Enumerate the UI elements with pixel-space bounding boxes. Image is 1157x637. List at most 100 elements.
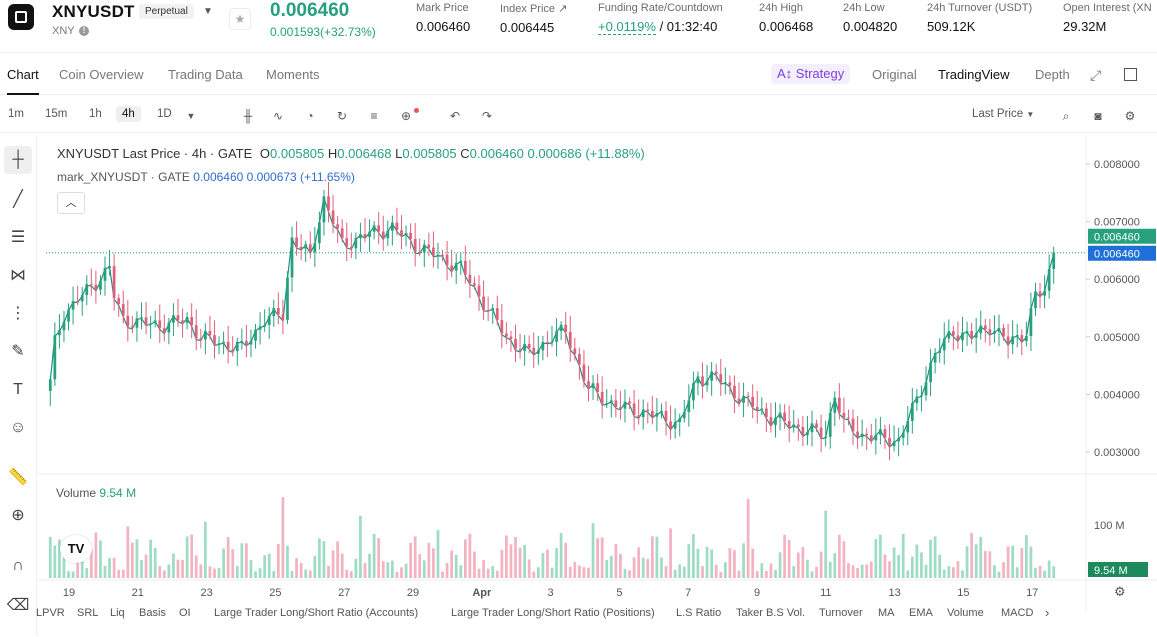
search-icon[interactable]: ⌕ xyxy=(1062,109,1070,123)
stat-value: 0.006445 xyxy=(500,20,555,35)
symbol-dropdown-icon[interactable]: ▼ xyxy=(203,6,213,17)
volume-bar xyxy=(62,554,66,578)
candle-body xyxy=(897,437,901,442)
zoom-in-icon[interactable]: ⊕ xyxy=(11,507,25,524)
exchange-logo-icon[interactable] xyxy=(8,4,34,30)
expand-icon[interactable]: ⤢ xyxy=(1090,67,1102,83)
indicator-oi[interactable]: OI xyxy=(179,607,191,619)
price-source-select[interactable]: Last Price ▼ xyxy=(972,108,1034,120)
price-chart[interactable]: 0.008000 0.007000 0.006000 0.005000 0.004000… xyxy=(37,136,1157,612)
favorite-star-icon[interactable]: ★ xyxy=(229,8,251,30)
undo-icon[interactable]: ↶ xyxy=(449,109,461,123)
tab-moments[interactable]: Moments xyxy=(266,67,320,82)
settings-gear-icon[interactable]: ⚙ xyxy=(1124,109,1136,123)
timeframe-4h[interactable]: 4h xyxy=(116,106,141,122)
indicator-ls-positions[interactable]: Large Trader Long/Short Ratio (Positions… xyxy=(451,607,655,619)
replay-icon[interactable]: ↻ xyxy=(336,109,348,123)
indicator-taker-vol[interactable]: Taker B.S Vol. xyxy=(736,607,806,619)
ruler-icon[interactable]: 📏 xyxy=(8,469,28,486)
candle-body xyxy=(62,321,66,331)
volume-bar xyxy=(71,571,75,578)
volume-bar xyxy=(404,563,408,578)
candle-body xyxy=(810,423,814,433)
stat-mark-price: Mark Price 0.006460 xyxy=(416,2,470,34)
candle-body xyxy=(71,301,75,310)
redo-icon[interactable]: ↷ xyxy=(481,109,493,123)
add-plus-icon[interactable]: ⊕ xyxy=(400,109,412,123)
indicator-srl[interactable]: SRL xyxy=(77,607,99,619)
indicator-macd[interactable]: MACD xyxy=(1001,607,1034,619)
view-tradingview[interactable]: TradingView xyxy=(938,67,1010,82)
crosshair-icon[interactable]: ┼ xyxy=(4,146,32,174)
alert-icon[interactable]: ◔ xyxy=(306,109,314,123)
tab-chart[interactable]: Chart xyxy=(7,67,39,95)
volume-bar xyxy=(523,544,527,578)
candle-body xyxy=(842,412,846,418)
tradingview-logo-icon[interactable]: TV xyxy=(60,535,92,563)
view-original[interactable]: Original xyxy=(872,67,917,82)
timeframe-1m[interactable]: 1m xyxy=(8,108,24,120)
eraser-icon[interactable]: ⌫ xyxy=(6,597,30,614)
fib-icon[interactable]: ⋮ xyxy=(10,305,26,322)
horizontal-lines-icon[interactable]: ☰ xyxy=(10,229,26,246)
volume-bar xyxy=(386,562,390,578)
indicators-icon[interactable]: ∿ xyxy=(272,109,284,123)
collapse-legend-button[interactable]: ︿ xyxy=(57,192,85,214)
candle-type-icon[interactable]: ╫ xyxy=(243,109,253,123)
trendline-icon[interactable]: ╱ xyxy=(13,191,23,208)
candle-body xyxy=(947,331,951,339)
indicator-liq[interactable]: Liq xyxy=(110,607,125,619)
candle-body xyxy=(910,403,914,421)
indicator-ls-accounts[interactable]: Large Trader Long/Short Ratio (Accounts) xyxy=(214,607,419,619)
indicator-ls-ratio[interactable]: L.S Ratio xyxy=(676,607,722,619)
timeframe-1h[interactable]: 1h xyxy=(89,108,102,120)
tab-trading-data[interactable]: Trading Data xyxy=(168,67,243,82)
chevron-right-icon[interactable]: › xyxy=(1045,605,1050,620)
timeframe-15m[interactable]: 15m xyxy=(45,108,68,120)
tab-coin-overview[interactable]: Coin Overview xyxy=(59,67,144,82)
volume-bar xyxy=(372,533,376,578)
volume-bar xyxy=(318,538,321,578)
notification-dot xyxy=(414,108,419,113)
indicator-volume[interactable]: Volume xyxy=(947,607,984,619)
magnet-icon[interactable]: ∩ xyxy=(12,557,24,574)
x-tick-label: 3 xyxy=(548,587,554,599)
candle-body xyxy=(509,336,513,340)
emoji-icon[interactable]: ☺ xyxy=(9,419,27,436)
volume-bar xyxy=(254,571,257,578)
indicator-turnover[interactable]: Turnover xyxy=(819,607,863,619)
brush-icon[interactable]: ✎ xyxy=(11,343,25,360)
volume-bar xyxy=(231,549,235,578)
volume-bar xyxy=(600,537,604,578)
timeframe-dropdown-icon[interactable]: ▼ xyxy=(186,111,196,121)
symbol-name[interactable]: XNYUSDT xyxy=(52,2,135,21)
timeframe-1d[interactable]: 1D xyxy=(157,108,172,120)
candle-body xyxy=(915,396,919,404)
price-change: 0.001593(+32.73%) xyxy=(270,25,376,39)
candle-body xyxy=(619,407,622,409)
indicator-basis[interactable]: Basis xyxy=(139,607,166,619)
templates-icon[interactable]: ≡ xyxy=(370,109,378,123)
indicator-ma[interactable]: MA xyxy=(878,607,895,619)
volume-bar xyxy=(235,565,239,578)
candle-body xyxy=(628,401,631,404)
indicator-lpvr[interactable]: LPVR xyxy=(36,607,65,619)
volume-bar xyxy=(413,536,417,578)
volume-bar xyxy=(536,567,540,578)
text-tool-icon[interactable]: T xyxy=(13,381,23,398)
fullscreen-icon[interactable] xyxy=(1124,68,1137,81)
candle-body xyxy=(240,340,244,342)
candle-body xyxy=(500,320,504,334)
pattern-icon[interactable]: ⋈ xyxy=(10,267,26,284)
info-icon[interactable]: ! xyxy=(79,26,89,36)
funding-rate-value[interactable]: +0.0119% xyxy=(598,19,656,35)
camera-icon[interactable]: ◙ xyxy=(1094,109,1102,123)
view-depth[interactable]: Depth xyxy=(1035,67,1070,82)
strategy-button[interactable]: A↕ Strategy xyxy=(771,64,851,84)
stat-index-price[interactable]: Index Price ↗ 0.006445 xyxy=(500,2,567,35)
candle-body xyxy=(217,343,221,345)
candle-body xyxy=(518,349,522,351)
volume-bar xyxy=(1043,570,1046,578)
candle-body xyxy=(568,331,572,349)
indicator-ema[interactable]: EMA xyxy=(909,607,933,619)
